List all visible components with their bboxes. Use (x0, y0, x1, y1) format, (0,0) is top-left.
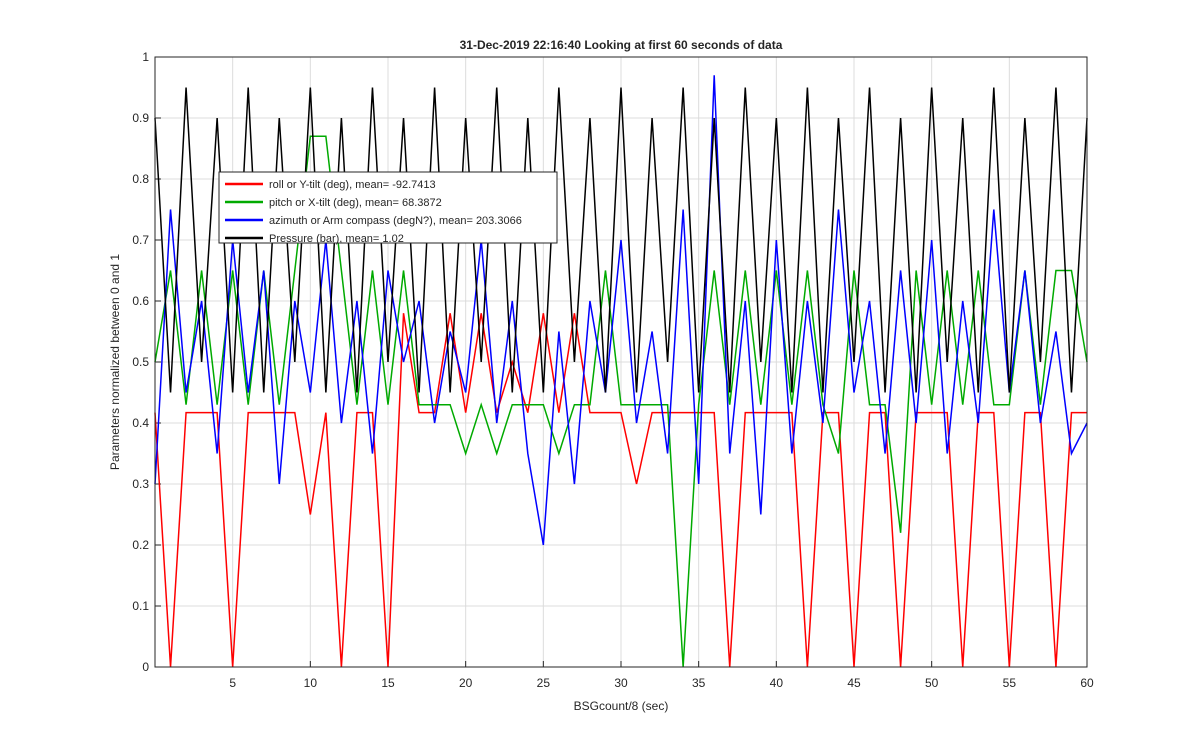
y-tick-label: 0.9 (132, 111, 149, 125)
x-tick-label: 50 (925, 676, 939, 690)
x-tick-label: 45 (847, 676, 861, 690)
x-tick-label: 5 (229, 676, 236, 690)
legend-label: azimuth or Arm compass (degN?), mean= 20… (269, 215, 522, 227)
line-series (154, 75, 1088, 546)
y-tick-label: 0.5 (132, 355, 149, 369)
x-tick-label: 60 (1080, 676, 1094, 690)
chart-title: 31-Dec-2019 22:16:40 Looking at first 60… (460, 38, 783, 52)
line-series (154, 313, 1087, 668)
y-tick-label: 0.3 (132, 477, 149, 491)
y-tick-label: 0.1 (132, 599, 149, 613)
y-tick-label: 1 (142, 50, 149, 64)
y-axis-label: Parameters normalized between 0 and 1 (108, 254, 122, 470)
x-tick-label: 15 (381, 676, 395, 690)
x-axis-label: BSGcount/8 (sec) (574, 699, 669, 713)
legend-label: roll or Y-tilt (deg), mean= -92.7413 (269, 179, 436, 191)
plot-frame (154, 56, 1088, 668)
line-series (154, 87, 1088, 393)
x-tick-label: 40 (770, 676, 784, 690)
legend-label: pitch or X-tilt (deg), mean= 68.3872 (269, 197, 442, 209)
y-tick-label: 0.6 (132, 294, 149, 308)
y-tick-label: 0.4 (132, 416, 149, 430)
legend-box (218, 171, 558, 244)
y-tick-label: 0.2 (132, 538, 149, 552)
x-tick-label: 10 (304, 676, 318, 690)
x-tick-label: 30 (614, 676, 628, 690)
y-tick-label: 0.8 (132, 172, 149, 186)
line-series (154, 135, 1088, 668)
y-tick-label: 0 (142, 660, 149, 674)
x-tick-label: 55 (1003, 676, 1017, 690)
x-tick-label: 25 (537, 676, 551, 690)
x-tick-label: 20 (459, 676, 473, 690)
x-tick-label: 35 (692, 676, 706, 690)
y-tick-label: 0.7 (132, 233, 149, 247)
legend-label: Pressure (bar), mean= 1.02 (269, 233, 404, 245)
